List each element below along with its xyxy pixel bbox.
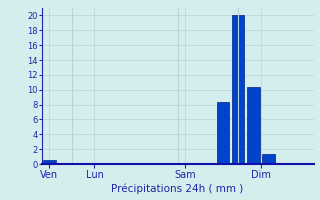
- Bar: [232, 15, 244, 164]
- Bar: [262, 154, 275, 164]
- Bar: [217, 102, 229, 164]
- X-axis label: Précipitations 24h ( mm ): Précipitations 24h ( mm ): [111, 184, 244, 194]
- Bar: [247, 87, 260, 164]
- Bar: [43, 160, 56, 164]
